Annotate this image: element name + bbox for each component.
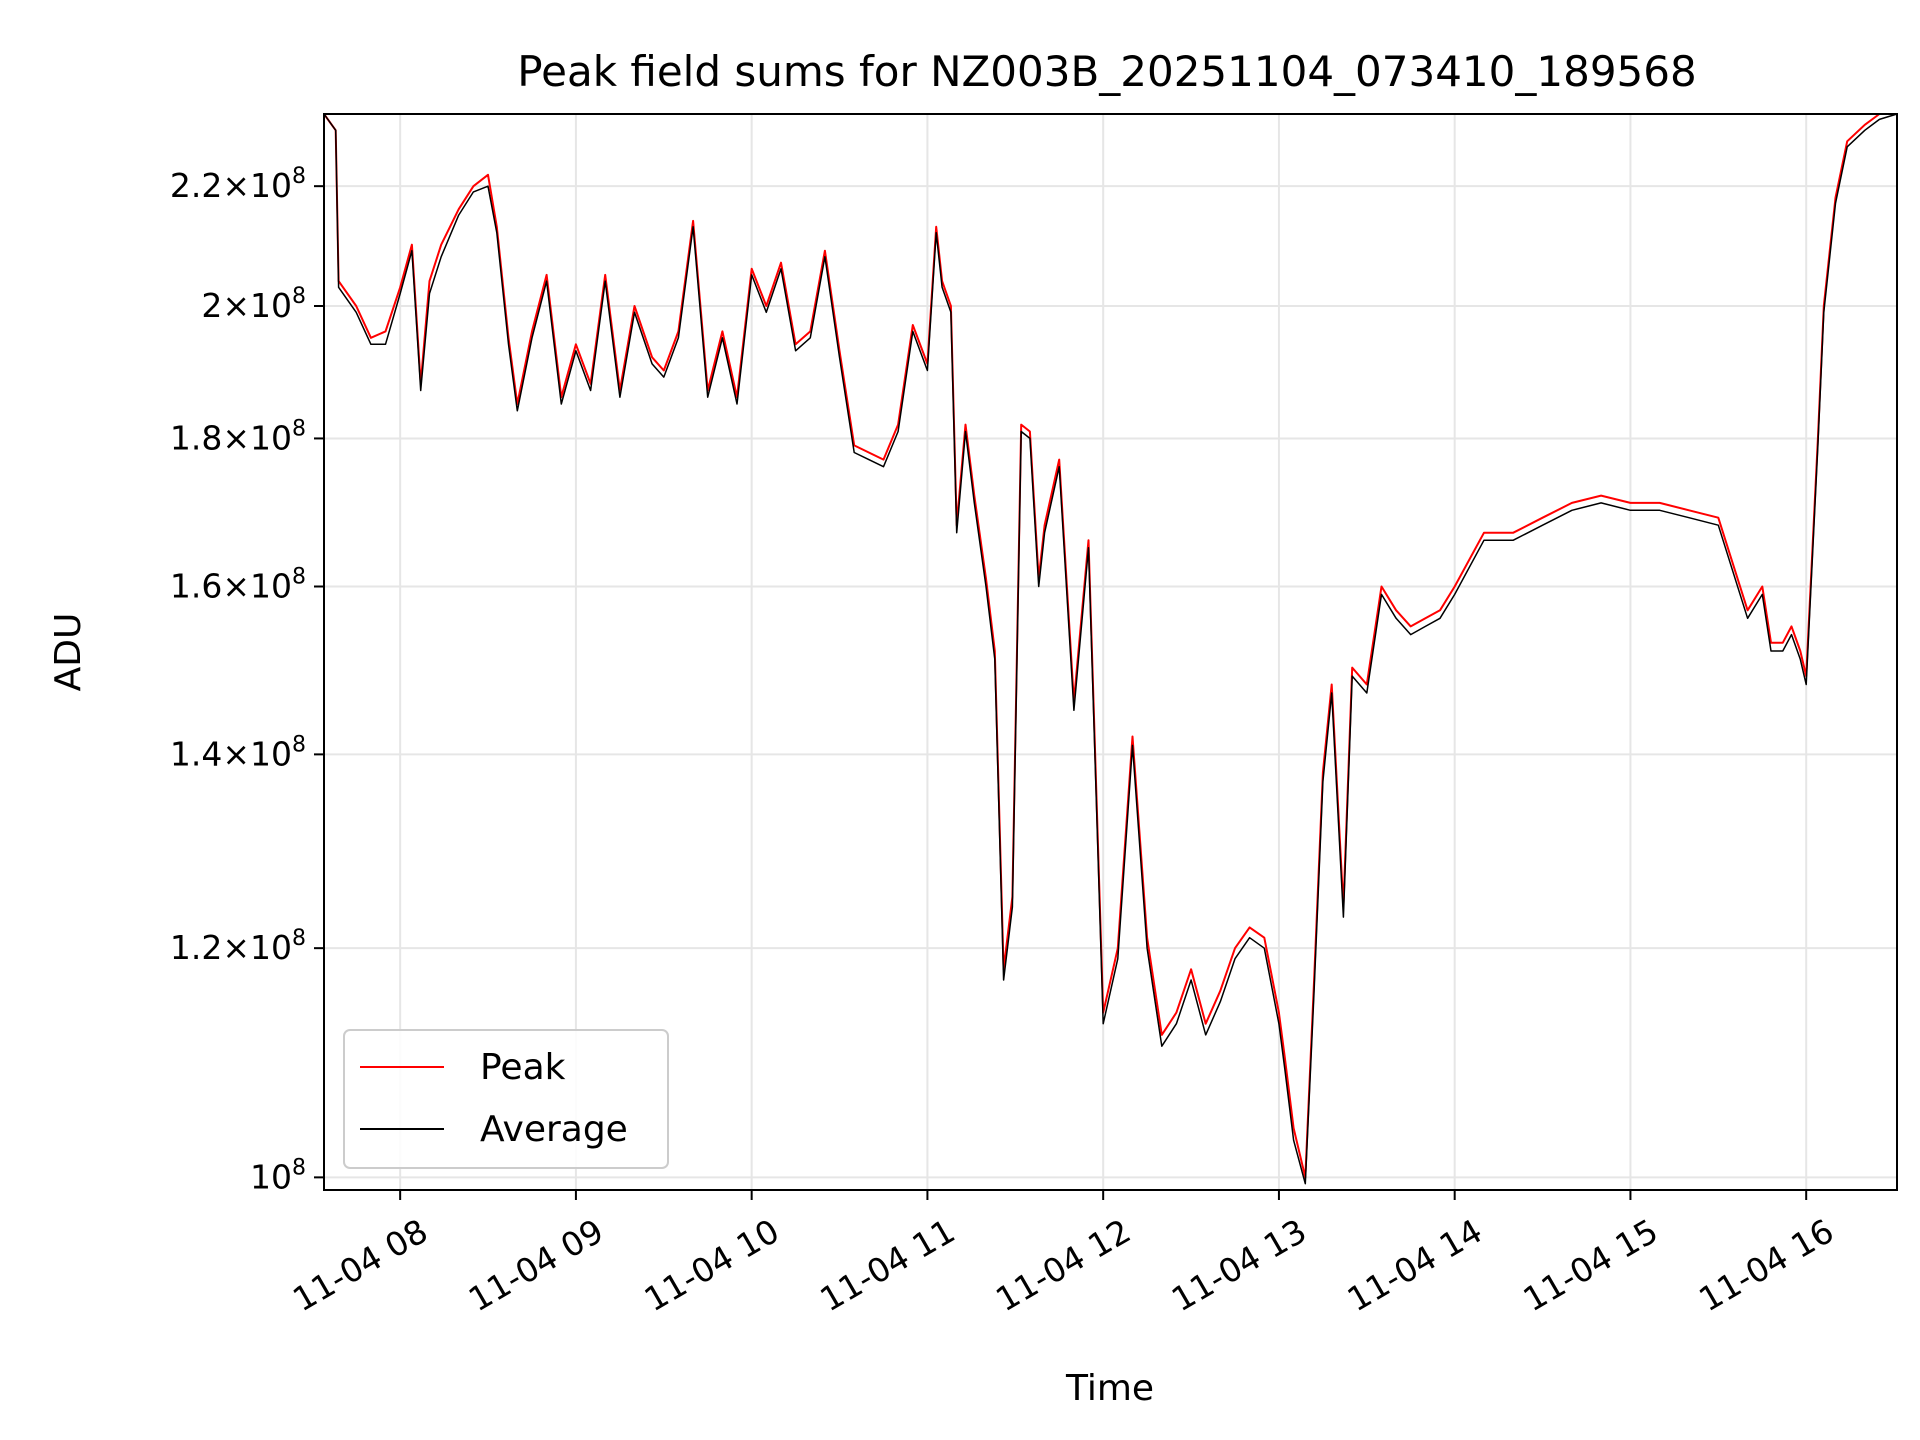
x-axis-label: Time	[1065, 1368, 1154, 1409]
y-tick-mantissa: 1.4×10	[170, 734, 292, 773]
legend-label-average: Average	[480, 1109, 628, 1150]
legend-box	[343, 1029, 669, 1169]
y-tick-mantissa: 1.2×10	[170, 928, 292, 967]
y-tick-exponent: 8	[292, 732, 306, 757]
series-line-average	[323, 113, 1898, 1185]
y-tick-label: 1.4×108	[170, 732, 306, 773]
y-tick-exponent: 8	[292, 284, 306, 309]
legend: Peak Average	[343, 1029, 669, 1169]
y-tick-label: 2×108	[201, 284, 306, 325]
y-tick-label: 108	[250, 1155, 306, 1196]
grid	[324, 114, 1897, 1190]
y-axis: 1081.2×1081.4×1081.6×1081.8×1082×1082.2×…	[170, 164, 324, 1196]
y-tick-label: 1.6×108	[170, 565, 306, 606]
y-tick-exponent: 8	[292, 565, 306, 590]
y-tick-exponent: 8	[292, 926, 306, 951]
y-tick-label: 2.2×108	[170, 164, 306, 205]
y-tick-mantissa: 2×10	[201, 286, 292, 325]
y-tick-mantissa: 1.8×10	[170, 418, 292, 457]
y-tick-exponent: 8	[292, 416, 306, 441]
plot-frame	[323, 113, 1898, 1191]
y-tick-label: 1.2×108	[170, 926, 306, 967]
y-axis-label: ADU	[48, 613, 89, 692]
y-tick-exponent: 8	[292, 1155, 306, 1180]
y-tick-mantissa: 2.2×10	[170, 166, 292, 205]
y-tick-mantissa: 1.6×10	[170, 567, 292, 606]
chart-title: Peak field sums for NZ003B_20251104_0734…	[517, 47, 1696, 96]
y-tick-exponent: 8	[292, 164, 306, 189]
legend-label-peak: Peak	[480, 1047, 566, 1088]
series-layer	[323, 113, 1898, 1185]
y-tick-label: 1.8×108	[170, 416, 306, 457]
y-tick-mantissa: 10	[250, 1157, 292, 1196]
series-line-peak	[323, 113, 1897, 1179]
